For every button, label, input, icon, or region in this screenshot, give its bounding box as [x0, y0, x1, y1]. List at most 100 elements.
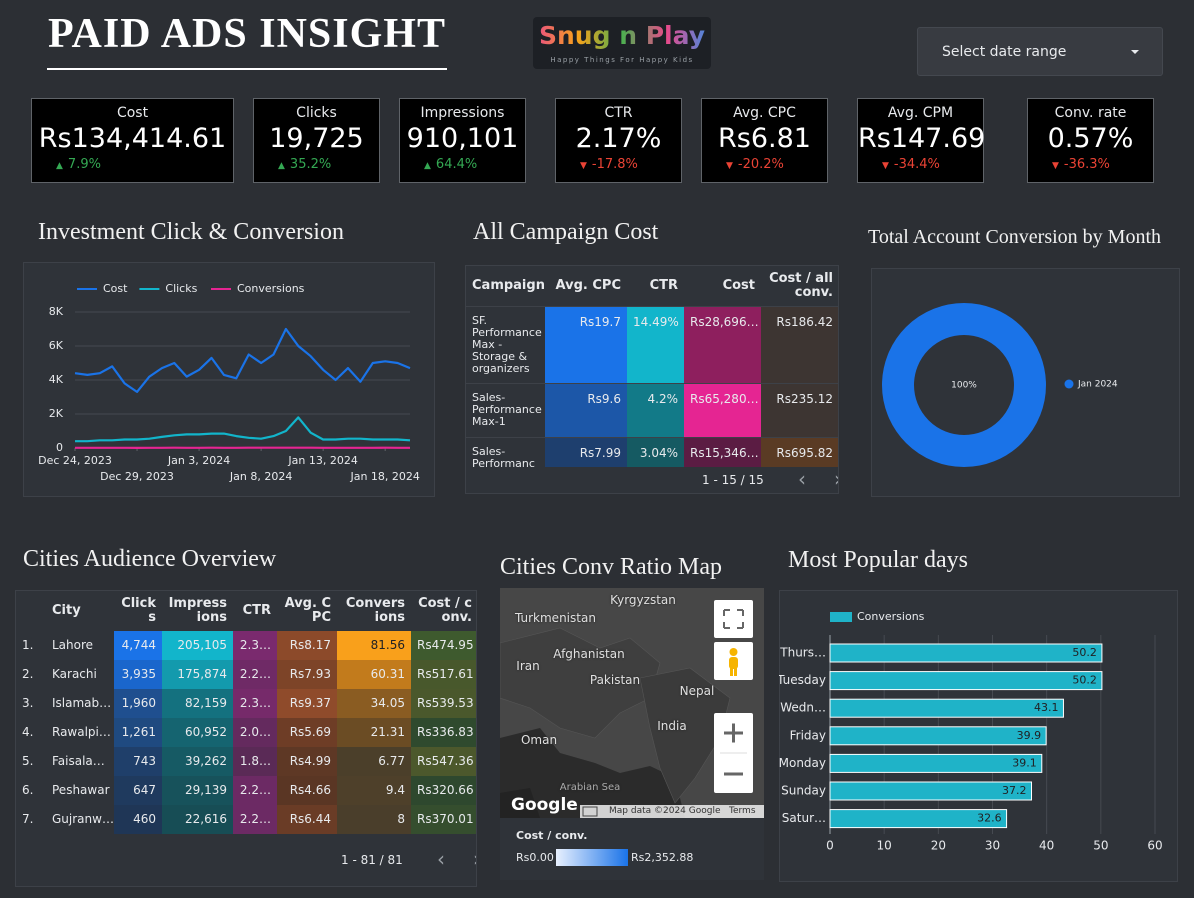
- x-tick-label: Dec 24, 2023: [38, 454, 112, 467]
- kpi-change-value: 35.2%: [289, 157, 332, 172]
- table-cell: 1,960: [114, 689, 162, 718]
- legend-label: Conversions: [237, 282, 305, 295]
- street-view-button[interactable]: [714, 642, 753, 680]
- pagination-label: 1 - 81 / 81: [341, 853, 403, 867]
- table-cell: 2.0…: [233, 718, 277, 747]
- prev-page-button[interactable]: ‹: [798, 467, 806, 491]
- attribution-bar: [580, 805, 764, 818]
- x-tick-label: Dec 29, 2023: [100, 470, 174, 483]
- table-cell: 175,874: [162, 660, 233, 689]
- table-cell: Rs7.99: [545, 437, 627, 467]
- row-number: 6.: [16, 776, 46, 805]
- legend-swatch: [830, 612, 852, 622]
- x-tick-label: 50: [1093, 839, 1108, 853]
- y-tick-label: 6K: [49, 339, 64, 352]
- table-cell: Rs28,696…: [684, 306, 761, 383]
- row-number: 4.: [16, 718, 46, 747]
- kpi-change: ▼ -36.3%: [1052, 157, 1110, 172]
- y-tick-label: Friday: [790, 728, 826, 742]
- kpi-change-value: -34.4%: [893, 157, 940, 172]
- kpi-change: ▲ 35.2%: [278, 157, 331, 172]
- map-place-label: Iran: [516, 659, 540, 673]
- map-brand: Google: [511, 795, 578, 815]
- city-name: Lahore: [46, 631, 114, 660]
- title-underline: [47, 68, 447, 70]
- legend-label: Conversions: [857, 610, 925, 623]
- column-header: Cost: [684, 266, 761, 306]
- x-tick-label: Jan 8, 2024: [229, 470, 292, 483]
- column-header: Avg. CPC: [284, 596, 331, 625]
- table-cell: 1.8…: [233, 747, 277, 776]
- column-header: City: [52, 603, 81, 618]
- x-tick-label: 0: [826, 839, 834, 853]
- logo: Snug n Play: [533, 21, 711, 50]
- column-header: Campaign: [466, 266, 545, 306]
- city-name: Islamab…: [46, 689, 114, 718]
- section-title: Most Popular days: [788, 547, 968, 573]
- bar: [829, 781, 1032, 801]
- row-number: 3.: [16, 689, 46, 718]
- campaign-name: Sales-Performance Max-1: [466, 383, 545, 437]
- map-place-label: Turkmenistan: [515, 611, 596, 625]
- next-page-button[interactable]: ›: [828, 467, 838, 491]
- table-cell: 2.3…: [233, 631, 277, 660]
- donut-chart: 100% Jan 2024: [882, 303, 1118, 467]
- map-legend-min: Rs0.00: [516, 851, 554, 864]
- map-place-label: Pakistan: [589, 673, 641, 687]
- kpi-value: Rs134,414.61: [38, 123, 227, 154]
- section-title: Cities Audience Overview: [23, 546, 277, 572]
- column-header: Clicks: [121, 596, 156, 625]
- table-cell: 81.56: [337, 631, 411, 660]
- kpi-value: 19,725: [269, 123, 364, 154]
- row-number: 7.: [16, 805, 46, 834]
- table-cell: 8: [337, 805, 411, 834]
- table-cell: 1,261: [114, 718, 162, 747]
- table-cell: 4.2%: [627, 383, 684, 437]
- kpi-change-value: -20.2%: [737, 157, 784, 172]
- table-cell: Rs5.69: [277, 718, 337, 747]
- kpi-change-value: 64.4%: [435, 157, 478, 172]
- keyboard-icon: [582, 806, 598, 817]
- map-region: [500, 627, 661, 739]
- campaign-name: SF. Performance Max - Storage & organize…: [466, 306, 545, 383]
- bar-value-label: 39.9: [1017, 729, 1042, 742]
- x-tick-label: 10: [877, 839, 892, 853]
- next-page-button[interactable]: ›: [467, 847, 476, 871]
- table-cell: 21.31: [337, 718, 411, 747]
- city-name: Karachi: [46, 660, 114, 689]
- section-title: Total Account Conversion by Month: [868, 226, 1162, 248]
- zoom-controls[interactable]: [714, 713, 753, 793]
- column-header: CTR: [242, 603, 271, 618]
- legend-label: Jan 2024: [1077, 380, 1118, 390]
- y-tick-label: Monday: [779, 756, 826, 770]
- kpi-label: Avg. CPM: [887, 105, 954, 121]
- y-tick-label: Tuesday: [779, 673, 826, 687]
- map-place-label: Nepal: [679, 684, 715, 698]
- bar-value-label: 37.2: [1002, 784, 1027, 797]
- trend-arrow: ▼: [726, 161, 733, 171]
- map-sea: [500, 728, 685, 818]
- fullscreen-button[interactable]: [714, 600, 753, 638]
- trend-arrow: ▼: [580, 161, 587, 171]
- x-tick-label: Jan 18, 2024: [349, 470, 419, 483]
- bar: [829, 671, 1103, 691]
- table-cell: Rs65,280…: [684, 383, 761, 437]
- date-range-selector[interactable]: Select date range: [917, 27, 1163, 76]
- table-cell: 2.3…: [233, 689, 277, 718]
- kpi-value: Rs6.81: [718, 123, 811, 154]
- table-cell: 9.4: [337, 776, 411, 805]
- map-terms-link[interactable]: Terms: [729, 806, 756, 816]
- trend-arrow: ▼: [1052, 161, 1059, 171]
- city-name: Rawalpi…: [46, 718, 114, 747]
- section-title: Cities Conv Ratio Map: [500, 554, 722, 580]
- prev-page-button[interactable]: ‹: [437, 847, 445, 871]
- series-line: [75, 416, 411, 443]
- kpi-change: ▼ -20.2%: [726, 157, 784, 172]
- x-tick-label: 20: [931, 839, 946, 853]
- x-tick-label: 40: [1039, 839, 1054, 853]
- bar: [829, 753, 1043, 773]
- cities-table: 1. 2. 3. 4. 5. 6. 7. City Lahore Karachi Islamab… R…: [15, 590, 477, 887]
- map-sea: [500, 788, 540, 818]
- series-line: [74, 327, 411, 393]
